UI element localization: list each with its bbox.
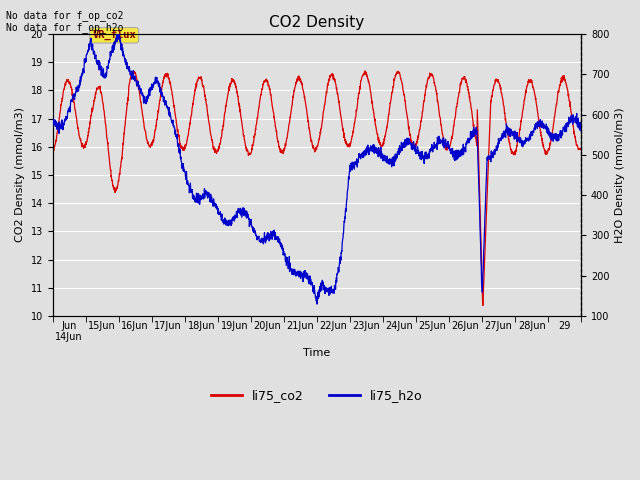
Text: VR_flux: VR_flux bbox=[92, 30, 136, 40]
X-axis label: Time: Time bbox=[303, 348, 331, 358]
Text: No data for f_op_co2
No data for f_op_h2o: No data for f_op_co2 No data for f_op_h2… bbox=[6, 10, 124, 33]
Legend: li75_co2, li75_h2o: li75_co2, li75_h2o bbox=[206, 384, 428, 408]
Y-axis label: CO2 Density (mmol/m3): CO2 Density (mmol/m3) bbox=[15, 108, 25, 242]
Y-axis label: H2O Density (mmol/m3): H2O Density (mmol/m3) bbox=[615, 107, 625, 243]
Title: CO2 Density: CO2 Density bbox=[269, 15, 365, 30]
